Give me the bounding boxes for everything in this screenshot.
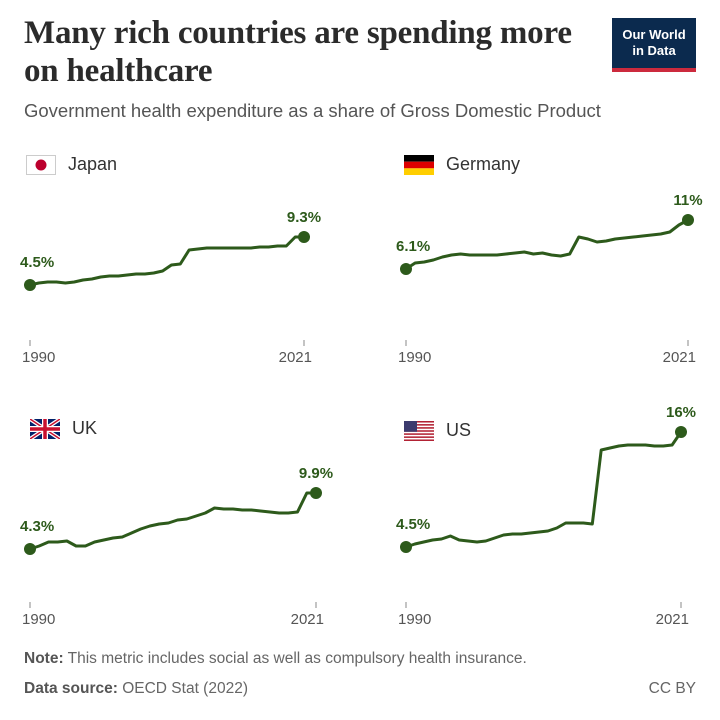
germany-x-tick-label-start: 1990: [398, 349, 431, 366]
us-start-value-label: 4.5%: [396, 516, 430, 533]
us-flag-icon: [404, 420, 434, 441]
country-label: Germany: [446, 154, 521, 174]
germany-series-line[interactable]: [404, 218, 690, 271]
uk-x-tick-label-start: 1990: [22, 611, 55, 628]
us-end-point[interactable]: [675, 426, 687, 438]
chart-title: Many rich countries are spending more on…: [24, 15, 572, 89]
uk-start-point[interactable]: [24, 543, 36, 555]
panel-label-us: US: [404, 420, 471, 441]
logo-line-1: Our World: [622, 27, 686, 42]
us-series-line[interactable]: [404, 430, 683, 549]
germany-flag-icon: [404, 154, 434, 175]
us-start-point[interactable]: [400, 541, 412, 553]
country-label: Japan: [68, 154, 118, 174]
germany-start-value-label: 6.1%: [396, 238, 430, 255]
germany-end-point[interactable]: [682, 214, 694, 226]
uk-end-value-label: 9.9%: [299, 465, 333, 482]
note-text: This metric includes social as well as c…: [67, 650, 527, 667]
owid-logo[interactable]: Our World in Data: [612, 18, 696, 72]
japan-flag-icon: [26, 154, 56, 175]
footer-source: Data source: OECD Stat (2022): [24, 680, 248, 698]
japan-start-point[interactable]: [24, 279, 36, 291]
uk-flag-icon: [30, 418, 60, 439]
source-label: Data source:: [24, 680, 118, 697]
country-label: US: [446, 420, 472, 440]
panel-label-uk: UK: [30, 418, 97, 439]
note-label: Note:: [24, 650, 64, 667]
japan-end-value-label: 9.3%: [287, 209, 321, 226]
source-text[interactable]: OECD Stat (2022): [122, 680, 248, 697]
us-end-value-label: 16%: [666, 404, 696, 421]
country-label: UK: [72, 418, 98, 438]
japan-x-tick-label-start: 1990: [22, 349, 55, 366]
uk-series-line[interactable]: [28, 491, 318, 551]
japan-start-value-label: 4.5%: [20, 254, 54, 271]
germany-start-point[interactable]: [400, 263, 412, 275]
footer-note: Note: This metric includes social as wel…: [24, 650, 527, 668]
logo-line-2: in Data: [632, 43, 676, 58]
uk-start-value-label: 4.3%: [20, 518, 54, 535]
japan-x-tick-label-end: 2021: [279, 349, 312, 366]
us-x-tick-label-end: 2021: [656, 611, 689, 628]
us-x-tick-label-start: 1990: [398, 611, 431, 628]
panel-label-japan: Japan: [26, 154, 117, 175]
chart-subtitle: Government health expenditure as a share…: [24, 100, 601, 121]
japan-series-line[interactable]: [28, 235, 306, 287]
uk-end-point[interactable]: [310, 487, 322, 499]
germany-x-tick-label-end: 2021: [663, 349, 696, 366]
license-label[interactable]: CC BY: [648, 680, 696, 697]
germany-end-value-label: 11%: [673, 192, 702, 209]
panel-label-germany: Germany: [404, 154, 520, 175]
japan-end-point[interactable]: [298, 231, 310, 243]
uk-x-tick-label-end: 2021: [291, 611, 324, 628]
